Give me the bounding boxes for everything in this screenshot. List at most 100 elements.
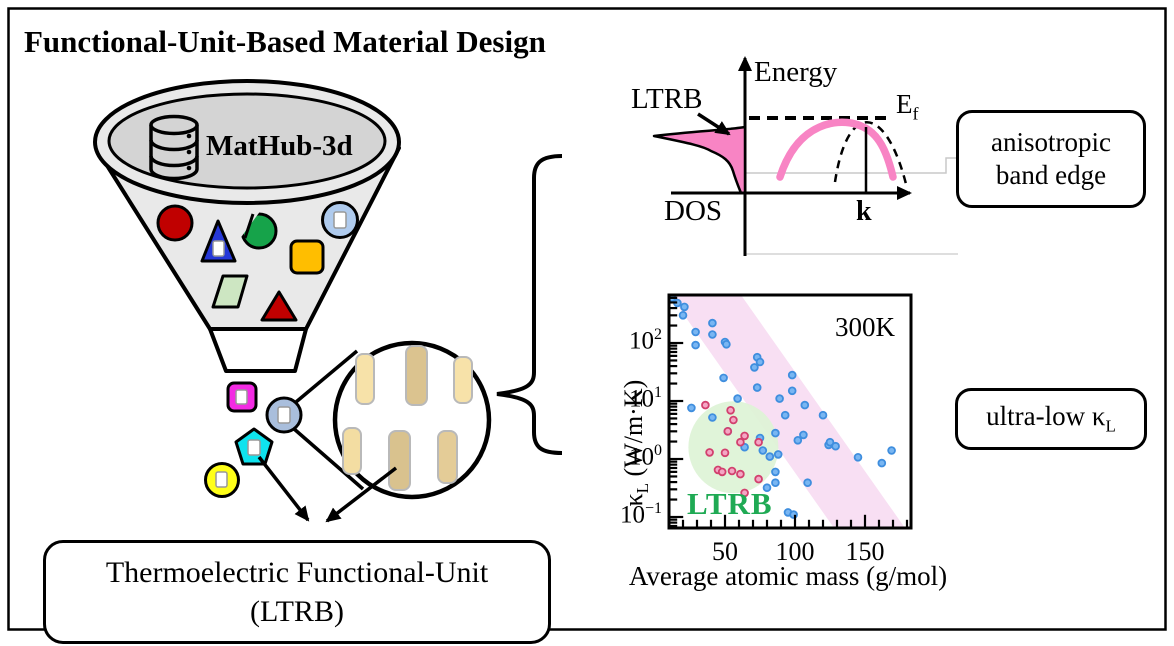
k-axis-label: k <box>856 196 872 227</box>
band-ltrb-label: LTRB <box>631 83 703 115</box>
scatter-point <box>708 413 717 422</box>
functional-unit-marker <box>333 211 347 229</box>
shape-dark-red-triangle <box>260 290 298 322</box>
x-tick-label: 100 <box>775 537 815 566</box>
scatter-point <box>771 478 780 488</box>
material-shapes <box>156 201 359 322</box>
arrow-pentagon-to-box <box>257 455 310 522</box>
scatter-point <box>754 437 763 447</box>
trend-band <box>670 295 905 528</box>
scatter-point <box>787 386 797 396</box>
scatter-point <box>717 467 727 477</box>
database-icon <box>149 114 199 181</box>
crystal-bars <box>342 345 473 491</box>
ultralow-text: ultra-low κL <box>986 401 1116 436</box>
figure-title: Functional-Unit-Based Material Design <box>24 24 546 59</box>
shape-light-green-parallelogram <box>211 274 249 309</box>
kappa-symbol: κ <box>618 493 648 507</box>
scatter-point <box>729 415 738 425</box>
x-axis-title: Average atomic mass (g/mol) <box>628 561 948 591</box>
plot-frame <box>667 293 913 530</box>
tick-exp: 1 <box>654 384 662 401</box>
scatter-point <box>750 363 759 372</box>
ef-base: E <box>896 89 913 119</box>
scatter-point <box>740 431 749 441</box>
scatter-point <box>723 426 733 436</box>
scatter-point <box>680 302 689 312</box>
scatter-point <box>780 410 790 420</box>
y-tick-label: 10−1 <box>598 500 662 529</box>
scatter-point <box>853 452 863 462</box>
scatter-point <box>765 452 775 461</box>
falling-units <box>204 381 303 498</box>
shape-dark-red-circle <box>156 204 194 242</box>
y-tick-label: 100 <box>598 442 662 471</box>
anisotropic-band-edge-box: anisotropic band edge <box>956 110 1146 208</box>
y-axis-ticks <box>670 296 684 528</box>
scatter-region-label: LTRB <box>687 486 773 521</box>
fermi-level-label: Ef <box>896 89 919 124</box>
scatter-point <box>800 400 810 410</box>
tick-exp: 0 <box>654 442 662 459</box>
functional-unit-marker <box>277 406 291 424</box>
tick-base: 10 <box>619 501 645 529</box>
functional-unit-marker <box>215 471 228 488</box>
tick-exp: −1 <box>644 500 662 517</box>
scatter-point <box>752 383 762 392</box>
figure-border <box>7 7 1167 631</box>
parabolic-band-dashed <box>833 121 908 185</box>
scatter-point <box>799 430 808 440</box>
y-tick-label: 101 <box>598 384 662 413</box>
scatter-point <box>755 357 765 367</box>
scatter-point <box>740 488 749 498</box>
band-structure-diagram <box>652 56 958 256</box>
ltrb-pointer-arrow <box>697 112 731 136</box>
scatter-point <box>818 410 828 420</box>
temperature-annotation: 300K <box>835 312 895 342</box>
scatter-point <box>736 469 745 479</box>
thermoelectric-unit-box: Thermoelectric Functional-Unit (LTRB) <box>43 540 551 644</box>
funnel-stem <box>208 327 308 373</box>
te-box-line2: (LTRB) <box>250 595 344 628</box>
scatter-point <box>773 450 783 459</box>
scatter-point <box>733 394 742 403</box>
x-tick-label: 150 <box>845 537 885 566</box>
y-axis-title: κL (W/m·K) <box>619 333 653 553</box>
database-label: MatHub-3d <box>206 130 353 162</box>
ef-sub: f <box>912 103 919 124</box>
scatter-point <box>887 446 896 455</box>
arrow-magnifier-to-box <box>325 466 398 523</box>
scatter-point <box>726 405 735 415</box>
magnifier-line-bottom <box>291 426 365 491</box>
scatter-point <box>787 370 797 380</box>
kappa-scatter-plot <box>667 293 913 530</box>
anisotropic-band-curve <box>776 118 897 181</box>
shape-green-chord <box>243 213 255 239</box>
magnifier-line-top <box>294 349 359 404</box>
scatter-point <box>803 478 812 488</box>
dos-axis-label: DOS <box>664 195 723 227</box>
te-box-line1: Thermoelectric Functional-Unit <box>105 556 489 589</box>
scatter-point <box>793 435 803 445</box>
scatter-point <box>877 458 887 468</box>
kappa-sub: L <box>633 482 653 494</box>
energy-axis-label: Energy <box>754 56 838 88</box>
scatter-point <box>678 310 688 320</box>
scatter-point <box>771 428 780 438</box>
scatter-point <box>736 437 745 447</box>
scatter-point <box>687 403 696 413</box>
functional-unit-marker <box>212 240 225 257</box>
scatter-point <box>771 467 780 477</box>
shape-orange-square <box>289 239 325 275</box>
scatter-point <box>754 474 763 484</box>
scatter-point <box>708 330 717 339</box>
scatter-point <box>825 437 835 447</box>
scatter-point <box>831 441 840 451</box>
functional-unit-marker <box>247 439 261 456</box>
scatter-point <box>708 318 717 328</box>
scatter-point <box>705 448 714 457</box>
ultra-low-kappa-box: ultra-low κL <box>955 388 1147 450</box>
scatter-point <box>720 448 730 458</box>
